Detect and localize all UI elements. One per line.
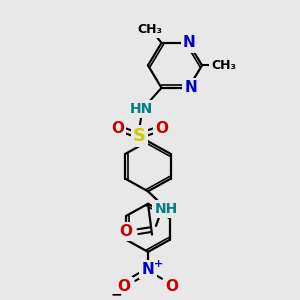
Text: S: S — [133, 127, 146, 145]
Text: NH: NH — [154, 202, 178, 216]
Text: N: N — [142, 262, 154, 277]
Text: N: N — [184, 80, 197, 95]
Text: N: N — [183, 35, 196, 50]
Text: +: + — [154, 259, 163, 269]
Text: O: O — [119, 224, 133, 239]
Text: HN: HN — [130, 102, 153, 116]
Text: −: − — [110, 287, 122, 300]
Text: O: O — [118, 279, 130, 294]
Text: CH₃: CH₃ — [212, 59, 236, 72]
Text: O: O — [111, 121, 124, 136]
Text: O: O — [166, 279, 178, 294]
Text: CH₃: CH₃ — [137, 23, 162, 36]
Text: O: O — [155, 121, 168, 136]
